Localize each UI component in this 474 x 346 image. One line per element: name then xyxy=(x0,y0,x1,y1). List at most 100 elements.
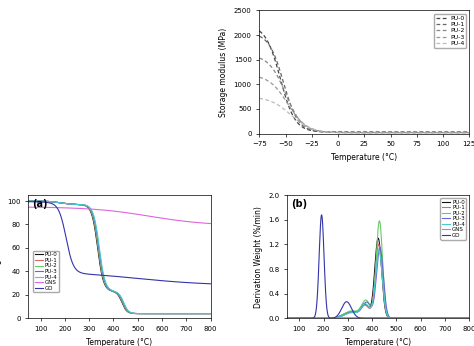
GO xyxy=(26,200,31,204)
PU-2 xyxy=(208,311,213,316)
PU-0 xyxy=(466,130,472,134)
PU-4 xyxy=(390,131,396,135)
PU-1 xyxy=(269,48,275,52)
GNS xyxy=(46,206,52,210)
PU-2 xyxy=(269,66,275,70)
GO xyxy=(305,316,311,320)
PU-1 xyxy=(26,199,31,203)
PU-2 xyxy=(463,316,469,320)
PU-2 xyxy=(316,316,321,320)
PU-2 xyxy=(466,316,472,320)
PU-0 xyxy=(375,236,381,240)
Text: (b): (b) xyxy=(291,199,307,209)
PU-4 xyxy=(57,201,63,205)
PU-3 xyxy=(390,131,396,135)
PU-3 xyxy=(466,316,472,320)
PU-3 xyxy=(284,316,290,320)
PU-0 xyxy=(269,50,275,54)
GO xyxy=(362,316,368,320)
PU-1 xyxy=(437,130,443,134)
GNS xyxy=(466,316,472,320)
PU-3 xyxy=(184,311,190,316)
PU-0 xyxy=(443,316,449,320)
X-axis label: Temperature (°C): Temperature (°C) xyxy=(331,153,397,162)
PU-2 xyxy=(305,316,311,320)
PU-4 xyxy=(443,316,449,320)
PU-3 xyxy=(26,199,31,203)
PU-0 xyxy=(103,285,109,289)
PU-1 xyxy=(443,316,449,320)
PU-3 xyxy=(437,131,443,135)
PU-4 xyxy=(384,131,390,135)
Line: GNS: GNS xyxy=(28,207,210,224)
PU-0 xyxy=(26,199,31,203)
PU-4 xyxy=(103,282,109,286)
GO xyxy=(208,282,213,286)
GO xyxy=(46,201,52,205)
PU-3 xyxy=(46,199,52,203)
GO xyxy=(103,273,109,277)
GNS xyxy=(26,205,31,209)
Legend: PU-0, PU-1, PU-2, PU-3, PU-4: PU-0, PU-1, PU-2, PU-3, PU-4 xyxy=(434,13,466,48)
Legend: PU-0, PU-1, PU-2, PU-3, PU-4, GNS, GO: PU-0, PU-1, PU-2, PU-3, PU-4, GNS, GO xyxy=(440,198,466,239)
GNS xyxy=(208,221,213,226)
GNS xyxy=(103,208,109,212)
PU-4 xyxy=(208,311,213,316)
PU-1 xyxy=(204,311,210,316)
PU-4 xyxy=(184,311,190,316)
GNS xyxy=(284,316,290,320)
Legend: PU-0, PU-1, PU-2, PU-3, PU-4, GNS, GO: PU-0, PU-1, PU-2, PU-3, PU-4, GNS, GO xyxy=(33,251,59,292)
PU-0 xyxy=(46,199,52,203)
PU-1 xyxy=(466,316,472,320)
PU-3 xyxy=(378,131,384,135)
X-axis label: Temperature (°C): Temperature (°C) xyxy=(345,337,411,346)
PU-2 xyxy=(284,316,290,320)
PU-2 xyxy=(362,298,368,302)
PU-2 xyxy=(437,130,443,135)
Line: GO: GO xyxy=(287,215,469,318)
PU-0 xyxy=(57,201,63,205)
PU-4 xyxy=(269,100,275,104)
GO xyxy=(184,281,190,285)
GNS xyxy=(95,208,101,212)
GO xyxy=(466,316,472,320)
X-axis label: Temperature (°C): Temperature (°C) xyxy=(86,337,153,346)
Line: PU-4: PU-4 xyxy=(287,251,469,318)
PU-1 xyxy=(416,130,421,134)
PU-4 xyxy=(256,96,262,100)
Line: PU-4: PU-4 xyxy=(28,201,210,313)
PU-2 xyxy=(416,130,421,135)
PU-4 xyxy=(378,131,384,135)
PU-1 xyxy=(376,242,382,246)
PU-0 xyxy=(204,311,210,316)
GNS xyxy=(362,316,368,320)
PU-2 xyxy=(57,201,63,205)
PU-4 xyxy=(95,238,101,242)
GNS xyxy=(305,316,311,320)
PU-4 xyxy=(376,248,382,253)
PU-3 xyxy=(256,75,262,79)
PU-4 xyxy=(437,131,443,135)
Text: (a): (a) xyxy=(32,199,47,209)
PU-3 xyxy=(208,311,213,316)
PU-0 xyxy=(305,316,311,320)
PU-1 xyxy=(384,130,390,134)
PU-4 xyxy=(284,316,290,320)
GNS xyxy=(184,219,190,224)
Line: PU-1: PU-1 xyxy=(259,36,469,132)
GNS xyxy=(57,206,63,210)
Line: PU-0: PU-0 xyxy=(259,31,469,132)
PU-2 xyxy=(376,219,382,223)
Line: PU-1: PU-1 xyxy=(28,201,210,313)
PU-2 xyxy=(103,284,109,288)
Line: PU-2: PU-2 xyxy=(259,58,469,133)
PU-1 xyxy=(57,201,63,205)
GO xyxy=(319,213,324,217)
PU-4 xyxy=(463,316,469,320)
PU-1 xyxy=(316,316,321,320)
PU-3 xyxy=(463,316,469,320)
GNS xyxy=(354,316,360,320)
PU-1 xyxy=(256,34,262,38)
PU-0 xyxy=(316,316,321,320)
GNS xyxy=(316,316,321,320)
